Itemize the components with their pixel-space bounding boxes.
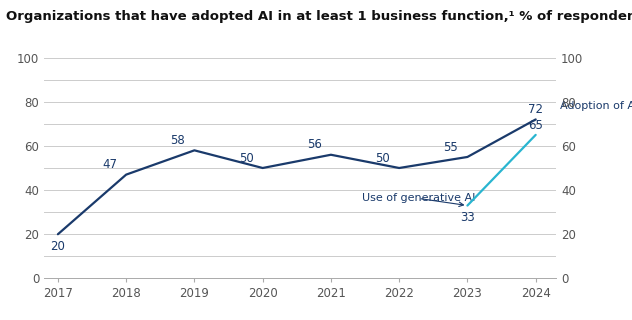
Text: 47: 47 [102,158,118,171]
Text: 65: 65 [528,119,543,132]
Text: 20: 20 [51,240,65,253]
Text: 50: 50 [375,152,390,165]
Text: 50: 50 [239,152,253,165]
Text: 56: 56 [307,139,322,151]
Text: 72: 72 [528,103,543,116]
Text: 55: 55 [444,141,458,154]
Text: 58: 58 [171,134,185,147]
Text: 33: 33 [460,211,475,224]
Text: Use of generative AI: Use of generative AI [362,193,475,206]
Text: Organizations that have adopted AI in at least 1 business function,¹ % of respon: Organizations that have adopted AI in at… [6,10,632,23]
Text: Adoption of AI: Adoption of AI [559,100,632,111]
